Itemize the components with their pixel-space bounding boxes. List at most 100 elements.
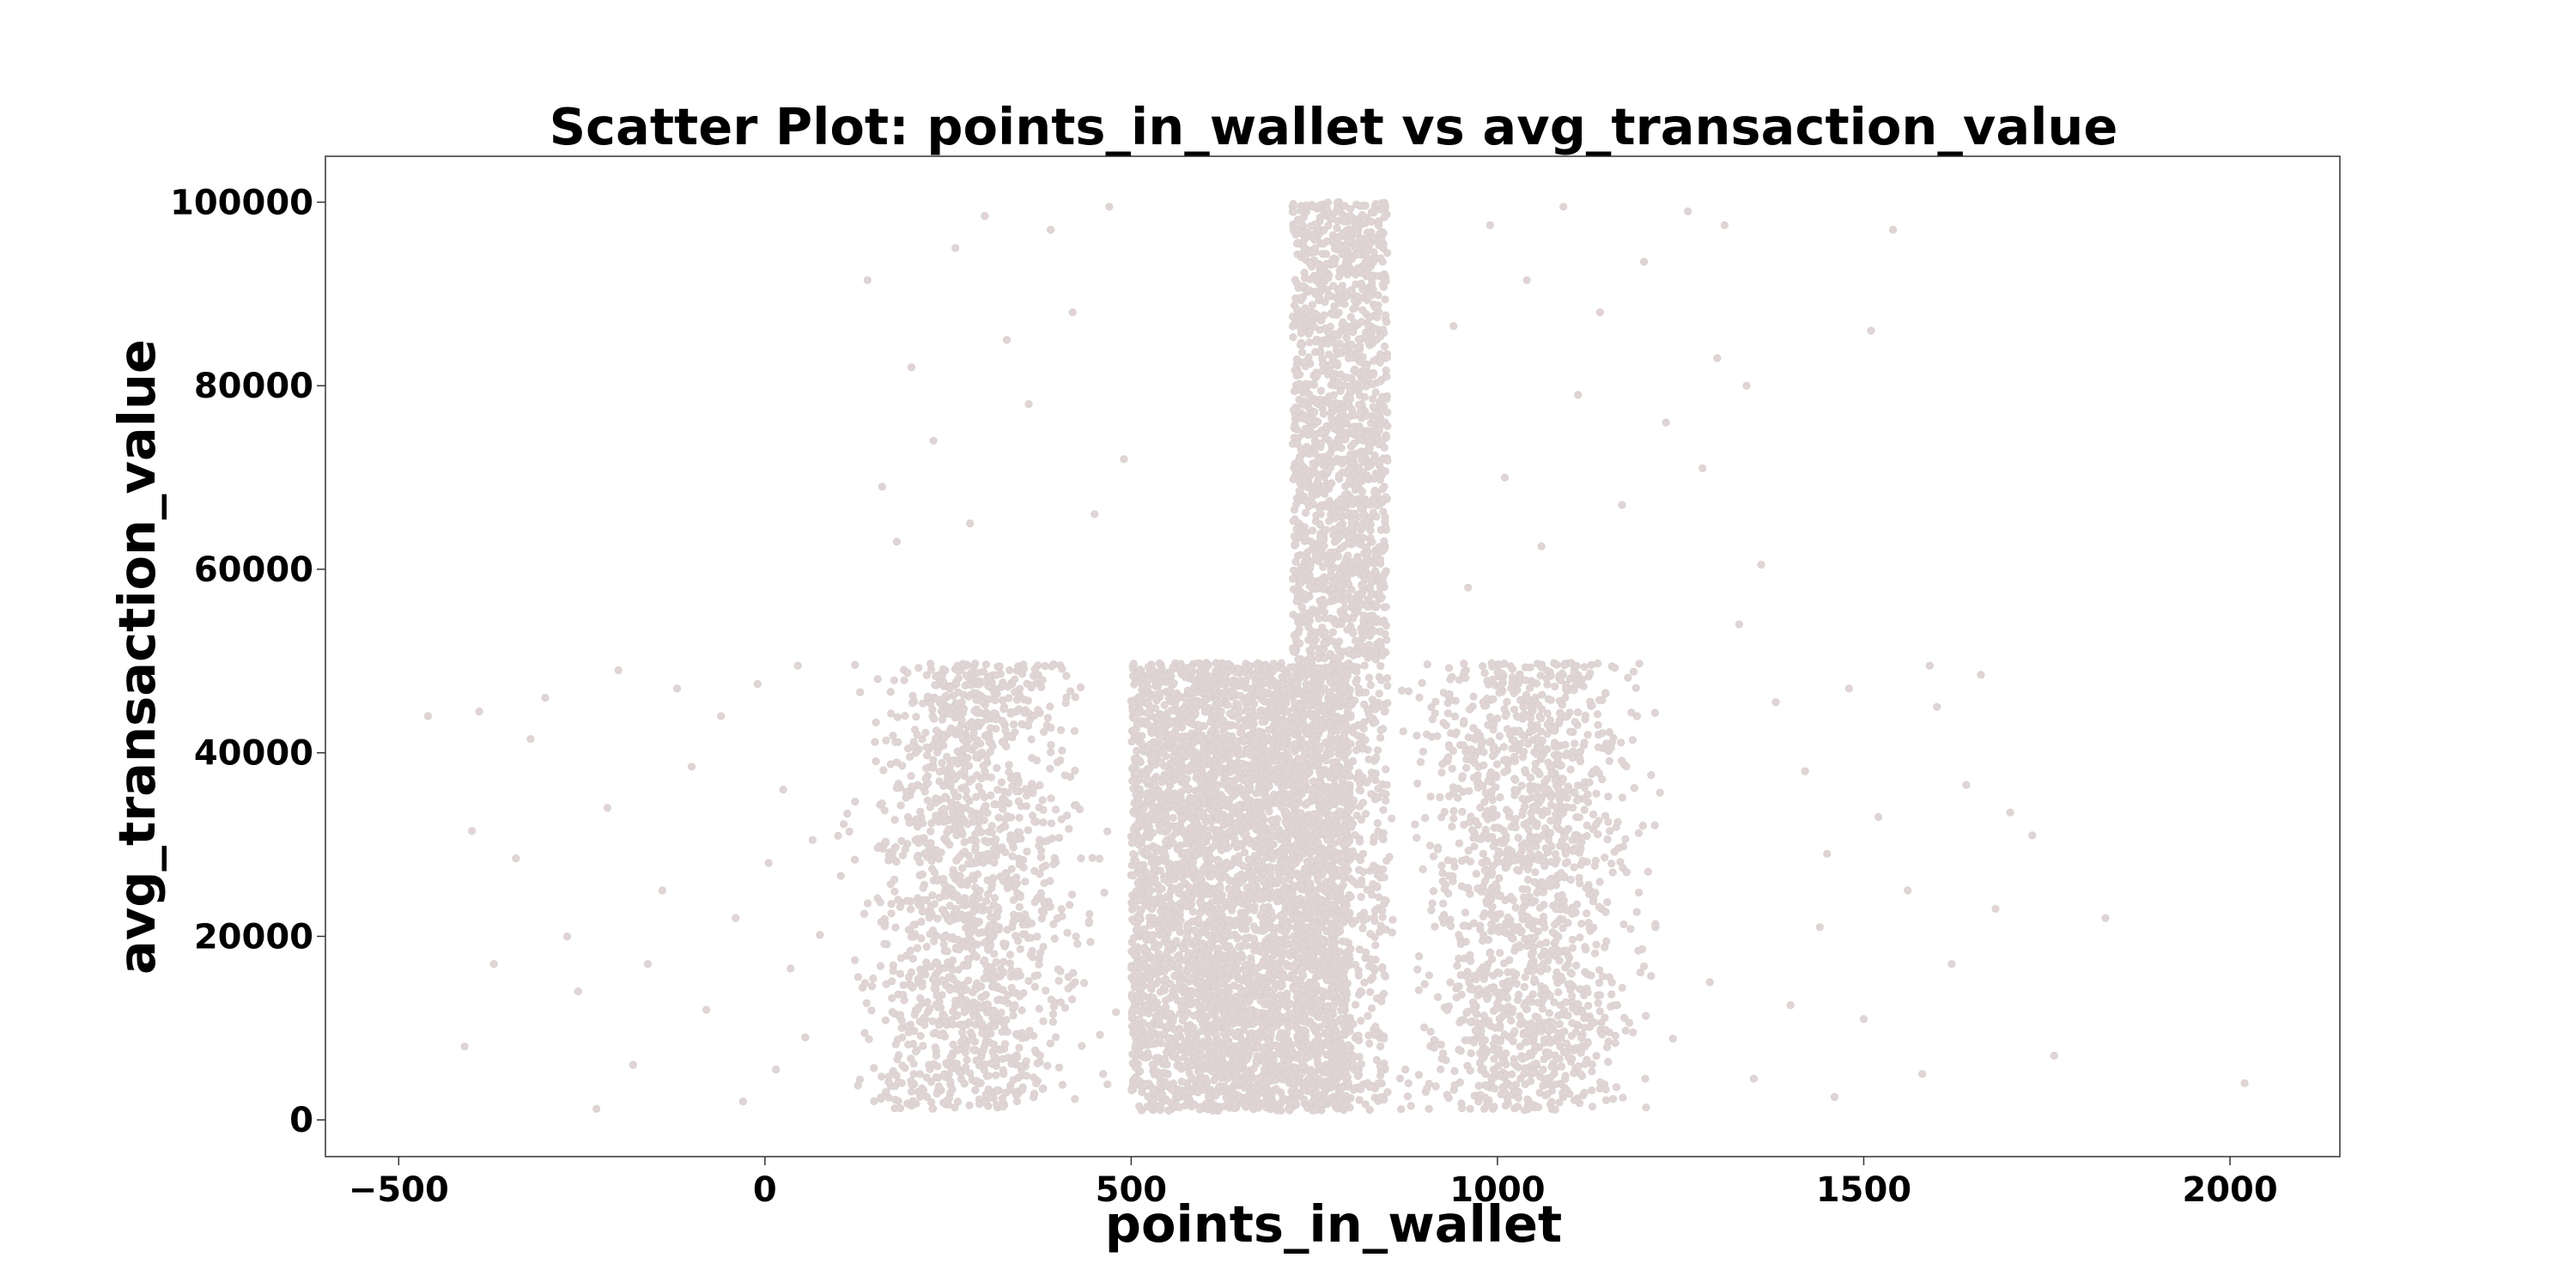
scatter-point xyxy=(1215,766,1224,775)
scatter-point xyxy=(1177,997,1186,1005)
scatter-point xyxy=(1128,1050,1137,1059)
scatter-point xyxy=(1257,819,1266,829)
scatter-point xyxy=(1338,1092,1346,1101)
scatter-point xyxy=(1242,986,1251,994)
scatter-point xyxy=(1705,978,1714,987)
scatter-point xyxy=(1258,755,1267,764)
scatter-point xyxy=(1269,832,1278,841)
scatter-point xyxy=(1161,975,1170,983)
scatter-point xyxy=(1218,715,1227,724)
scatter-point xyxy=(1235,714,1243,723)
scatter-point xyxy=(1262,793,1271,801)
scatter-point xyxy=(1640,258,1649,266)
scatter-point xyxy=(1259,830,1267,839)
scatter-point xyxy=(1138,739,1146,748)
scatter-point xyxy=(1255,856,1264,865)
scatter-point xyxy=(1285,1106,1294,1115)
scatter-point xyxy=(1662,418,1670,427)
scatter-point xyxy=(1328,811,1337,820)
scatter-point xyxy=(1251,1074,1260,1083)
scatter-point xyxy=(1251,712,1260,720)
scatter-point xyxy=(1301,864,1309,873)
scatter-point xyxy=(1185,884,1194,892)
scatter-point xyxy=(1324,1010,1333,1018)
scatter-point xyxy=(2240,1078,2249,1088)
scatter-point xyxy=(1305,934,1314,943)
scatter-point xyxy=(1280,737,1289,745)
scatter-point xyxy=(1213,1019,1222,1028)
scatter-point xyxy=(1283,781,1291,789)
scatter-point xyxy=(1227,750,1236,758)
scatter-point xyxy=(1315,854,1324,863)
scatter-point xyxy=(1176,793,1185,802)
scatter-point xyxy=(1327,874,1337,884)
scatter-point xyxy=(1278,944,1286,953)
scatter-point xyxy=(1238,841,1247,850)
scatter-point xyxy=(1210,708,1218,717)
scatter-point xyxy=(1190,738,1199,747)
scatter-point xyxy=(1267,708,1276,718)
scatter-point xyxy=(1199,958,1207,967)
scatter-point xyxy=(1172,1032,1181,1041)
scatter-point xyxy=(1212,782,1222,791)
scatter-point xyxy=(1154,949,1163,957)
scatter-point xyxy=(1128,703,1138,712)
scatter-point xyxy=(1206,939,1214,948)
scatter-point xyxy=(1323,1050,1332,1059)
scatter-point xyxy=(1341,963,1350,972)
scatter-point xyxy=(1276,911,1285,920)
scatter-point xyxy=(1279,890,1288,900)
scatter-point xyxy=(1157,900,1165,908)
scatter-point xyxy=(1326,773,1335,782)
scatter-point xyxy=(1244,708,1253,717)
scatter-point xyxy=(1191,708,1200,718)
scatter-point xyxy=(1264,750,1273,758)
scatter-point xyxy=(1266,1010,1274,1019)
scatter-point xyxy=(1338,1005,1347,1013)
scatter-point xyxy=(1267,816,1276,824)
scatter-point xyxy=(1242,1055,1251,1064)
scatter-point xyxy=(562,932,572,941)
scatter-point xyxy=(1163,825,1172,835)
scatter-point xyxy=(1268,991,1277,1000)
scatter-point xyxy=(1171,829,1181,837)
scatter-point xyxy=(1203,661,1212,670)
scatter-point xyxy=(1303,799,1312,807)
scatter-point xyxy=(1304,880,1313,890)
scatter-point xyxy=(1185,1095,1194,1103)
scatter-point xyxy=(1249,723,1257,732)
scatter-point xyxy=(1326,720,1334,729)
scatter-point xyxy=(1242,775,1252,783)
scatter-point xyxy=(1218,734,1227,743)
scatter-point xyxy=(1166,777,1176,786)
scatter-point xyxy=(1228,803,1236,811)
scatter-point xyxy=(1282,992,1291,1000)
scatter-point xyxy=(1268,912,1277,921)
scatter-point xyxy=(1918,1070,1927,1078)
scatter-point xyxy=(1321,866,1329,875)
scatter-point xyxy=(1210,982,1218,991)
scatter-point xyxy=(1248,1040,1257,1048)
scatter-point xyxy=(1208,864,1217,872)
scatter-point xyxy=(1337,832,1346,841)
scatter-point xyxy=(1145,833,1154,841)
scatter-point xyxy=(1272,864,1280,872)
scatter-point xyxy=(1307,757,1315,766)
scatter-point xyxy=(1297,688,1305,697)
scatter-point xyxy=(1321,782,1330,791)
scatter-point xyxy=(1720,221,1729,229)
scatter-point xyxy=(1334,721,1343,731)
scatter-point xyxy=(1176,977,1184,987)
scatter-point xyxy=(1224,1014,1233,1023)
scatter-point xyxy=(1261,925,1270,933)
scatter-point xyxy=(1271,715,1279,725)
scatter-point xyxy=(1274,1048,1283,1057)
scatter-point xyxy=(1244,785,1254,793)
scatter-point xyxy=(717,712,726,720)
scatter-point xyxy=(1288,1071,1297,1079)
scatter-point xyxy=(1977,671,1985,679)
scatter-point xyxy=(1261,665,1270,674)
scatter-point xyxy=(1286,790,1295,799)
scatter-point xyxy=(1328,1023,1337,1031)
scatter-point xyxy=(1211,683,1219,692)
